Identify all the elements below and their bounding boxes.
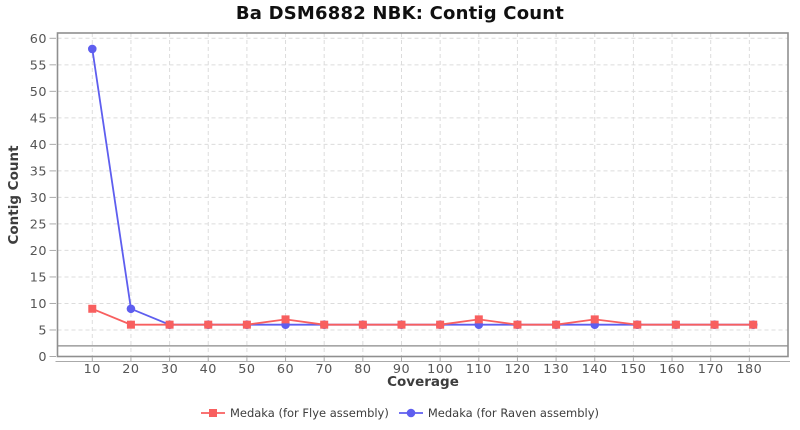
x-tick-label: 40: [200, 362, 217, 377]
x-axis-label: Coverage: [387, 374, 459, 390]
y-tick-label: 15: [30, 270, 47, 285]
x-tick-label: 170: [698, 362, 724, 377]
legend-label: Medaka (for Flye assembly): [229, 406, 389, 420]
data-point-square: [671, 320, 680, 329]
series-line-circle: [91, 48, 754, 326]
x-tick-label: 130: [543, 362, 569, 377]
legend-item-2: Medaka (for Raven assembly): [398, 406, 600, 420]
x-tick-label: 60: [277, 362, 294, 377]
data-point-square: [633, 320, 642, 329]
x-tick-label: 70: [316, 362, 333, 377]
x-tick-label: 100: [427, 362, 453, 377]
y-tick-label: 35: [30, 164, 47, 179]
y-tick-label: 30: [30, 191, 47, 206]
x-tick-label: 10: [84, 362, 101, 377]
y-tick-label: 10: [30, 297, 47, 312]
y-tick-label: 60: [30, 32, 47, 47]
data-point-square: [242, 320, 251, 329]
data-point-square: [165, 320, 174, 329]
x-tick-label: 180: [736, 362, 762, 377]
x-tick-label: 30: [161, 362, 178, 377]
y-tick-label: 50: [30, 85, 47, 100]
legend-item-1: Medaka (for Flye assembly): [200, 406, 389, 420]
y-axis-label: Contig Count: [6, 145, 22, 245]
y-tick-label: 25: [30, 217, 47, 232]
legend-circle-marker-icon: [398, 408, 423, 418]
data-point-circle: [87, 44, 97, 54]
data-point-square: [204, 320, 213, 329]
data-point-square: [552, 320, 561, 329]
x-tick-label: 20: [122, 362, 139, 377]
chart-title: Ba DSM6882 NBK: Contig Count: [235, 3, 565, 24]
x-tick-label: 110: [466, 362, 492, 377]
x-tick-label: 80: [354, 362, 371, 377]
data-point-circle: [126, 304, 136, 314]
x-tick-label: 150: [620, 362, 646, 377]
y-tick-label: 45: [30, 111, 47, 126]
data-point-square: [436, 320, 445, 329]
data-point-square: [88, 304, 97, 313]
data-point-square: [126, 320, 135, 329]
data-point-square: [749, 320, 758, 329]
data-point-square: [590, 315, 599, 324]
data-point-square: [281, 315, 290, 324]
data-point-square: [397, 320, 406, 329]
y-tick-label: 5: [38, 323, 47, 338]
series-line-square: [91, 307, 754, 326]
plot-border: [56, 32, 789, 358]
data-point-square: [710, 320, 719, 329]
data-point-square: [513, 320, 522, 329]
data-point-square: [358, 320, 367, 329]
y-tick-label: 20: [30, 244, 47, 259]
x-tick-label: 160: [659, 362, 685, 377]
x-tick-label: 140: [582, 362, 608, 377]
x-tick-label: 50: [238, 362, 255, 377]
legend-square-marker-icon: [200, 409, 225, 417]
y-tick-label: 55: [30, 58, 47, 73]
x-tick-label: 90: [393, 362, 410, 377]
legend-label: Medaka (for Raven assembly): [427, 406, 600, 420]
y-tick-label: 0: [38, 350, 47, 365]
y-tick-label: 40: [30, 138, 47, 153]
data-point-square: [474, 315, 483, 324]
legend: Medaka (for Flye assembly) Medaka (for Ra…: [0, 403, 800, 423]
x-tick-label: 120: [504, 362, 530, 377]
data-point-square: [320, 320, 329, 329]
